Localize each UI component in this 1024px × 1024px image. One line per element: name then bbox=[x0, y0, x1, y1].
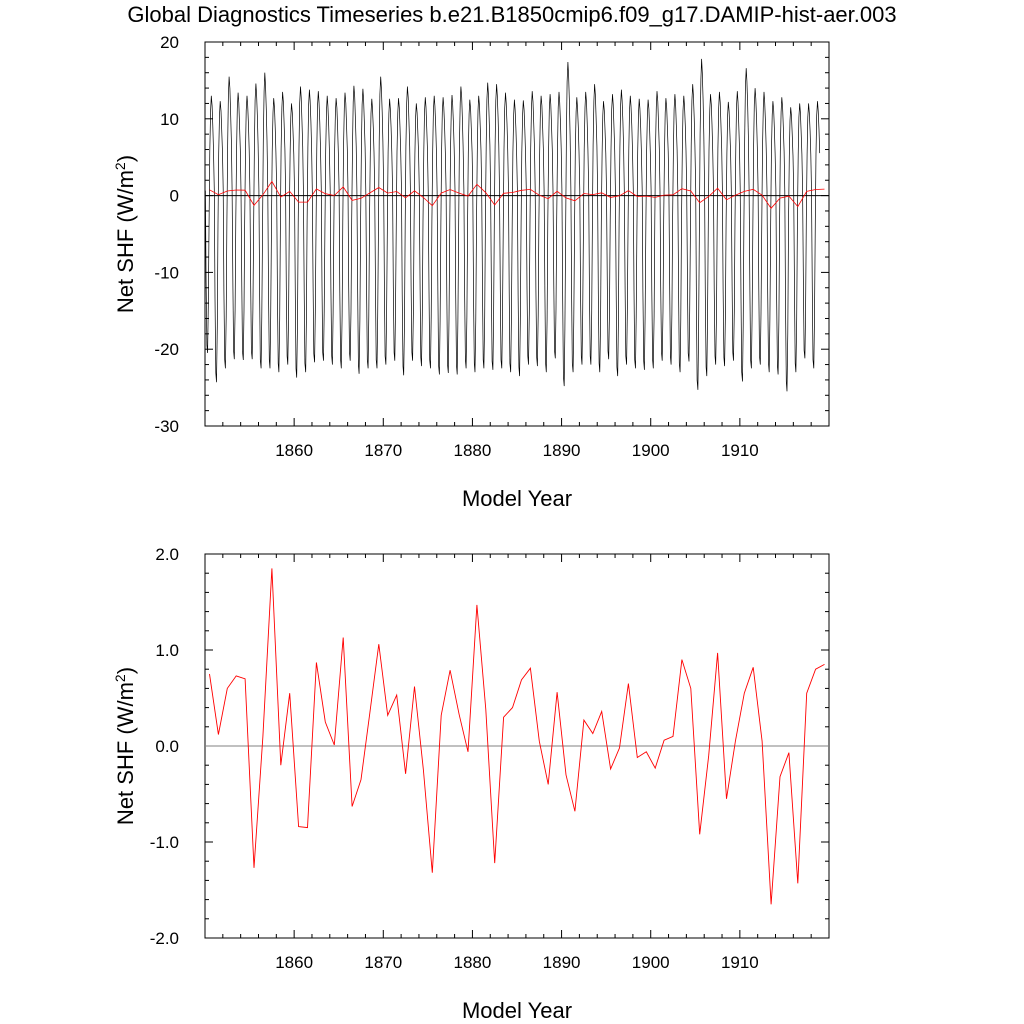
x-tick-label: 1900 bbox=[632, 441, 670, 460]
x-tick-label: 1880 bbox=[454, 441, 492, 460]
y-axis-label: Net SHF (W/m2) bbox=[112, 667, 138, 825]
x-tick-label: 1890 bbox=[543, 953, 581, 972]
x-tick-label: 1860 bbox=[275, 953, 313, 972]
plot-frame bbox=[204, 41, 830, 427]
x-tick-label: 1870 bbox=[364, 441, 402, 460]
y-tick-label: 1.0 bbox=[155, 641, 179, 660]
annual-mean-line bbox=[209, 568, 825, 905]
y-axis-label-main: Net SHF (W/m bbox=[113, 682, 138, 825]
y-tick-label: 10 bbox=[160, 110, 179, 129]
annual-mean-overlay-line bbox=[209, 180, 825, 209]
y-axis-label: Net SHF (W/m2) bbox=[112, 155, 138, 313]
x-tick-label: 1870 bbox=[364, 953, 402, 972]
y-tick-label: 2.0 bbox=[155, 545, 179, 564]
y-tick-label: -10 bbox=[154, 263, 179, 282]
y-axis-label-end: ) bbox=[113, 155, 138, 162]
bottom-panel: 1860 1870 1880 1890 1900 1910 2.0 1.0 0.0 -1.0 -2.… bbox=[112, 545, 830, 1023]
y-tick-label: -30 bbox=[154, 417, 179, 436]
x-tick-label: 1910 bbox=[721, 953, 759, 972]
x-tick-label: 1880 bbox=[454, 953, 492, 972]
y-tick-label: 20 bbox=[160, 33, 179, 52]
y-axis-label-main: Net SHF (W/m bbox=[113, 170, 138, 313]
x-axis-label: Model Year bbox=[462, 998, 572, 1023]
y-tick-label: -2.0 bbox=[150, 929, 179, 948]
y-tick-label: 0.0 bbox=[155, 737, 179, 756]
x-tick-label: 1900 bbox=[632, 953, 670, 972]
top-panel: 1860 1870 1880 1890 1900 1910 20 10 0 -10 -20 -30 Mo… bbox=[112, 33, 830, 511]
y-tick-label: -1.0 bbox=[150, 833, 179, 852]
y-axis-label-end: ) bbox=[113, 667, 138, 674]
x-axis-label: Model Year bbox=[462, 486, 572, 511]
x-tick-label: 1890 bbox=[543, 441, 581, 460]
x-tick-label: 1860 bbox=[275, 441, 313, 460]
x-tick-label: 1910 bbox=[721, 441, 759, 460]
y-axis-label-superscript: 2 bbox=[112, 674, 128, 682]
y-axis-label-superscript: 2 bbox=[112, 162, 128, 170]
y-tick-label: -20 bbox=[154, 340, 179, 359]
figure-title: Global Diagnostics Timeseries b.e21.B185… bbox=[127, 2, 897, 27]
y-tick-label: 0 bbox=[170, 187, 179, 206]
monthly-series-line bbox=[205, 58, 821, 392]
